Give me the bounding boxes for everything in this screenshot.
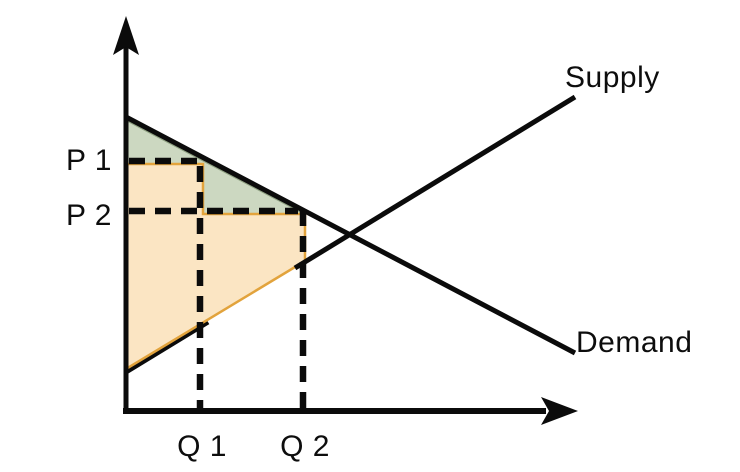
demand-line <box>124 114 577 356</box>
supply-curve-label: Supply <box>565 61 660 94</box>
supply-line-lower-segment <box>124 319 210 375</box>
p2-axis-label: P 2 <box>66 199 112 232</box>
x-axis-arrowhead <box>541 397 578 425</box>
q1-axis-label: Q 1 <box>177 430 227 463</box>
y-axis-arrowhead <box>113 16 139 55</box>
supply-line-upper-segment <box>293 94 577 271</box>
demand-curve-label: Demand <box>576 326 693 359</box>
q2-axis-label: Q 2 <box>280 430 330 463</box>
p1-axis-label: P 1 <box>66 144 112 177</box>
